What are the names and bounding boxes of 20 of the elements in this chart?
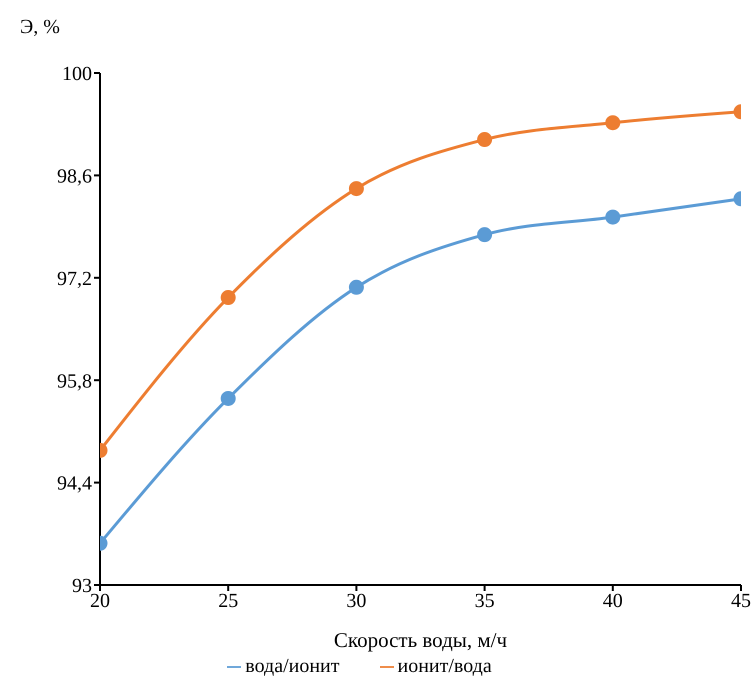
point (477, 132, 492, 148)
legend-label: вода/ионит (245, 655, 340, 677)
x-tick-label: 35 (474, 590, 495, 612)
x-tick-label: 20 (90, 590, 110, 612)
point (477, 227, 492, 242)
x-tick-label: 30 (346, 590, 366, 612)
y-axis-title: Э, % (20, 16, 60, 39)
x-tick-label: 25 (218, 590, 238, 612)
legend-label: ионит/вода (398, 655, 492, 677)
y-tick-label: 98,6 (57, 166, 92, 188)
point (348, 181, 364, 196)
x-tick-label: 45 (731, 590, 751, 612)
y-tick-label: 94,4 (57, 472, 92, 495)
y-tick-label: 93 (72, 575, 92, 598)
y-tick-label: 100 (62, 63, 92, 86)
y-tick-label: 97,2 (57, 268, 92, 290)
x-axis-title: Скорость воды, м/ч (334, 628, 508, 652)
y-tick-label: 95,8 (57, 370, 92, 392)
point (348, 280, 364, 295)
x-tick-label: 40 (602, 590, 623, 612)
